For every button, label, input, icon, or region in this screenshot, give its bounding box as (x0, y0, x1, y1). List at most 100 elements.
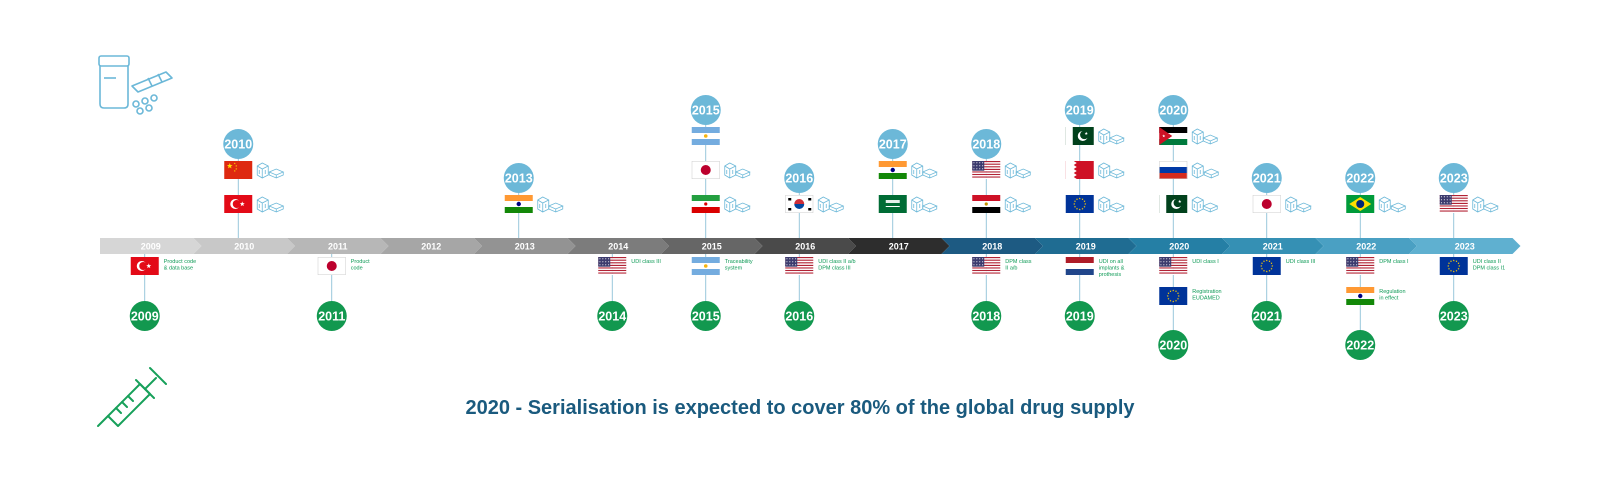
timeline-year-label: 2015 (702, 242, 722, 252)
box-stack-icon (911, 162, 924, 179)
year-bubble-label: 2015 (692, 104, 720, 118)
year-bubble (1345, 330, 1376, 360)
regulation-note: in effect (1379, 296, 1399, 302)
regulation-note: UDI class I (1192, 259, 1219, 265)
flag-india (504, 195, 533, 213)
year-bubble-label: 2014 (598, 310, 626, 324)
year-bubble-label: 2015 (692, 310, 720, 324)
timeline-year-label: 2022 (1356, 242, 1376, 252)
timeline-year-label: 2018 (982, 242, 1002, 252)
year-bubble-label: 2023 (1440, 310, 1468, 324)
year-bubble (1438, 163, 1469, 193)
year-bubble-label: 2010 (224, 138, 252, 152)
flag-japan (1252, 195, 1281, 213)
year-bubble (784, 301, 815, 331)
year-bubble (597, 301, 628, 331)
flag-egypt (972, 195, 1001, 213)
box-stack-icon (1378, 196, 1391, 213)
flag-russia (1159, 161, 1188, 179)
regulation-note: UDI class II a/b (818, 259, 855, 265)
box-stack-icon (1482, 202, 1499, 213)
timeline-segment-2009 (100, 238, 202, 254)
box-stack-icon (268, 168, 285, 179)
box-stack-icon (1390, 202, 1407, 213)
regulation-note: UDI class III (631, 259, 661, 265)
flag-brazil (1346, 195, 1375, 213)
timeline-segment-2018 (941, 238, 1043, 254)
timeline-year-label: 2020 (1169, 242, 1189, 252)
box-stack-icon (1015, 168, 1032, 179)
year-bubble-label: 2009 (131, 310, 159, 324)
year-bubble-label: 2022 (1346, 339, 1374, 353)
flag-india (878, 161, 907, 179)
timeline-year-label: 2021 (1263, 242, 1283, 252)
flag-pakistan (1065, 127, 1094, 145)
box-stack-icon (1472, 196, 1485, 213)
flag-usa (1439, 195, 1468, 213)
flag-eu (1252, 257, 1281, 275)
year-bubble-label: 2016 (785, 172, 813, 186)
flag-iran (691, 195, 720, 213)
timeline-year-label: 2019 (1076, 242, 1096, 252)
year-bubble-label: 2016 (785, 310, 813, 324)
flag-india (1346, 287, 1375, 305)
year-bubble (1064, 301, 1095, 331)
timeline-segment-2021 (1222, 238, 1324, 254)
headline: 2020 - Serialisation is expected to cove… (465, 397, 1135, 419)
box-stack-icon (911, 196, 924, 213)
year-bubble (1158, 330, 1189, 360)
flag-turkey (130, 257, 159, 275)
year-bubble-label: 2021 (1253, 172, 1281, 186)
timeline-segment-2010 (193, 238, 295, 254)
flag-pakistan (1159, 195, 1188, 213)
regulation-note: Traceability (725, 259, 753, 265)
timeline-year-label: 2016 (795, 242, 815, 252)
timeline-year-label: 2017 (889, 242, 909, 252)
flag-bahrain (1065, 161, 1094, 179)
flag-eu (1439, 257, 1468, 275)
box-stack-icon (268, 202, 285, 213)
box-stack-icon (1285, 196, 1298, 213)
year-bubble-label: 2011 (318, 310, 345, 324)
timeline-segment-2020 (1128, 238, 1230, 254)
year-bubble-label: 2017 (879, 138, 907, 152)
regulation-note: EUDAMED (1192, 296, 1220, 302)
flag-usa (972, 161, 1001, 179)
box-stack-icon (1202, 134, 1219, 145)
regulation-note: II a/b (1005, 266, 1017, 272)
year-bubble (1438, 301, 1469, 331)
regulation-note: DPM class III (818, 266, 851, 272)
box-stack-icon (537, 196, 550, 213)
year-bubble-label: 2018 (972, 310, 1000, 324)
regulation-note: system (725, 266, 743, 272)
box-stack-icon (921, 202, 938, 213)
regulation-note: Product code (164, 259, 196, 265)
box-stack-icon (1004, 162, 1017, 179)
box-stack-icon (1108, 168, 1125, 179)
timeline-year-label: 2009 (141, 242, 161, 252)
box-stack-icon (828, 202, 845, 213)
box-stack-icon (1015, 202, 1032, 213)
year-bubble (877, 129, 908, 159)
timeline-year-label: 2012 (421, 242, 441, 252)
regulation-note: Product (351, 259, 370, 265)
timeline-year-label: 2013 (515, 242, 535, 252)
flag-argentina (691, 127, 720, 145)
timeline-year-label: 2011 (328, 242, 348, 252)
year-bubble-label: 2021 (1253, 310, 1281, 324)
box-stack-icon (1098, 196, 1111, 213)
regulation-note: Regulation (1379, 289, 1405, 295)
regulation-note: DPM class (1005, 259, 1032, 265)
year-bubble (129, 301, 160, 331)
year-bubble (1251, 163, 1282, 193)
year-bubble (690, 95, 721, 125)
flag-usa (1159, 257, 1188, 275)
year-bubble-label: 2022 (1346, 172, 1374, 186)
year-bubble (1345, 163, 1376, 193)
medicine-bottle-pills-icon (98, 55, 173, 115)
regulation-note: DPM class I (1379, 259, 1409, 265)
timeline-segment-2011 (287, 238, 389, 254)
flag-turkey (224, 195, 253, 213)
timeline-segment-2016 (754, 238, 856, 254)
box-stack-icon (1108, 202, 1125, 213)
